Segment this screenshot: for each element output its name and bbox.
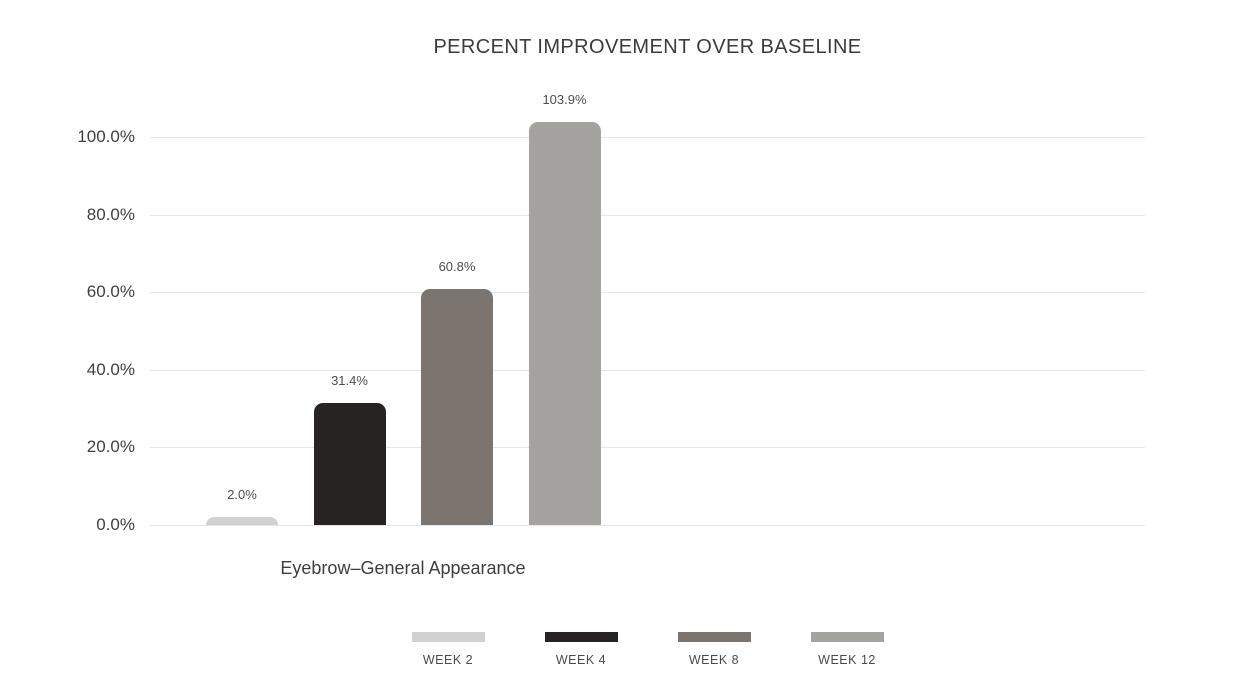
legend-swatch	[677, 632, 751, 642]
legend-item-week-2: WEEK 2	[411, 632, 485, 667]
y-axis-tick-label: 100.0%	[77, 127, 135, 146]
legend-swatch	[810, 632, 884, 642]
bar-week-12	[528, 121, 601, 525]
legend: WEEK 2 WEEK 4 WEEK 8 WEEK 12	[150, 632, 1145, 667]
chart-title: PERCENT IMPROVEMENT OVER BASELINE	[433, 36, 862, 58]
bar-column-week-12: 103.9%	[528, 92, 601, 525]
legend-label: WEEK 2	[422, 653, 474, 667]
gridline	[150, 369, 1145, 371]
bar-column-week-4: 31.4%	[313, 137, 386, 525]
bar-data-label: 31.4%	[331, 373, 368, 389]
legend-label: WEEK 12	[818, 653, 876, 667]
y-axis-tick-label: 20.0%	[86, 437, 135, 457]
legend-item-week-4: WEEK 4	[544, 632, 618, 667]
y-axis-tick-label: 60.0%	[86, 282, 135, 302]
legend-swatch	[544, 632, 618, 642]
legend-label: WEEK 4	[555, 653, 607, 667]
bar-column-week-8: 60.8%	[421, 137, 493, 525]
legend-swatch	[411, 632, 485, 642]
y-axis-tick-label: 0.0%	[96, 515, 135, 534]
legend-item-week-12: WEEK 12	[810, 632, 884, 667]
bar-data-label: 2.0%	[227, 487, 257, 503]
gridline	[150, 292, 1145, 294]
bar-data-label: 103.9%	[542, 91, 587, 107]
bar-week-8	[421, 289, 493, 525]
x-axis-category-label: Eyebrow–General Appearance	[280, 558, 526, 578]
plot-area: 2.0% 31.4% 60.8% 103.9%	[150, 92, 1145, 526]
legend-label: WEEK 8	[688, 653, 740, 667]
y-axis-tick-label: 40.0%	[86, 359, 135, 379]
legend-item-week-8: WEEK 8	[677, 632, 751, 667]
gridline	[150, 214, 1145, 216]
bar-column-week-2: 2.0%	[206, 137, 278, 525]
bar-week-2	[206, 517, 278, 525]
gridline	[150, 525, 1145, 526]
y-axis: 0.0% 20.0% 40.0% 60.0% 80.0% 100.0%	[0, 127, 1239, 534]
gridline	[150, 447, 1145, 449]
bar-data-label: 60.8%	[438, 259, 476, 275]
y-axis-tick-label: 80.0%	[86, 204, 135, 224]
bar-week-4	[313, 403, 386, 525]
gridline	[150, 137, 1145, 138]
